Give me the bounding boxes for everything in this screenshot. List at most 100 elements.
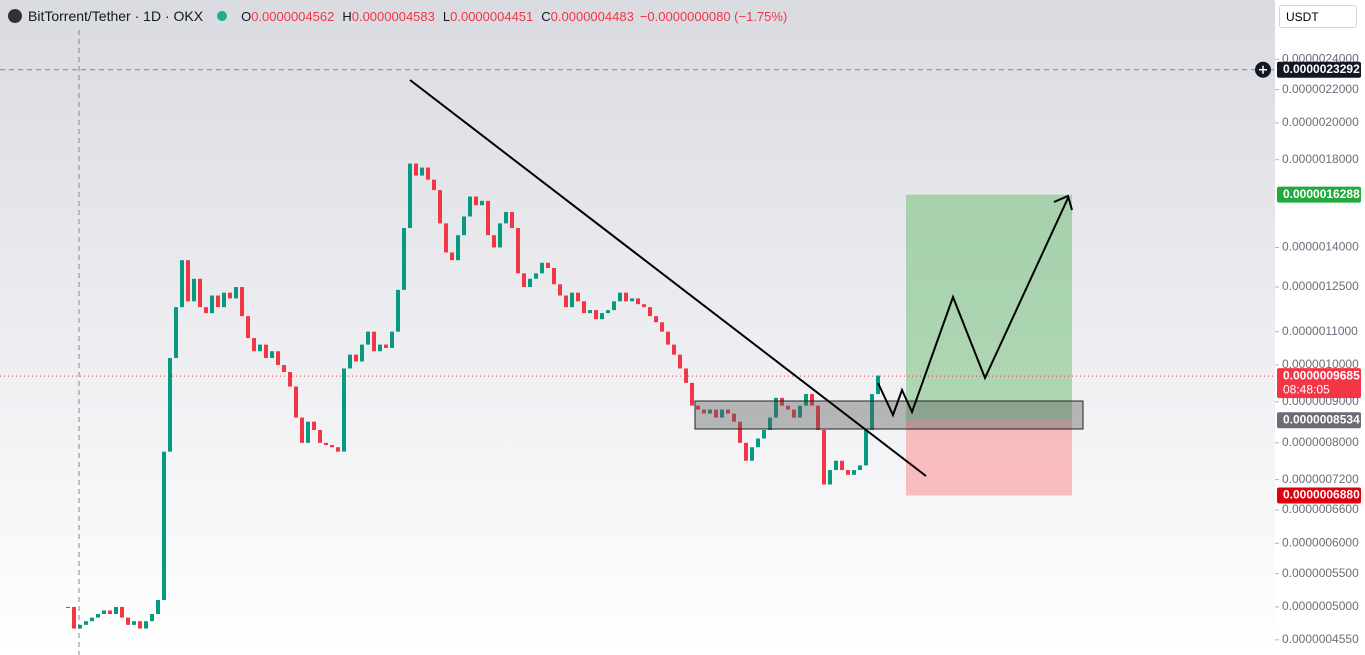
stop-zone (906, 420, 1072, 496)
candle (816, 405, 820, 430)
candle (192, 278, 196, 302)
ohlc-item: L0.0000004451 (443, 9, 533, 24)
candle (564, 295, 568, 308)
price-label: 0.0000006880 (1283, 488, 1360, 502)
ohlc-value: 0.0000004483 (550, 8, 634, 24)
candle (768, 417, 772, 430)
candle (870, 394, 874, 430)
candle (636, 298, 640, 305)
candle (402, 228, 406, 290)
candle (672, 344, 676, 355)
candle (804, 394, 808, 406)
ohlc-key: L (442, 8, 451, 24)
candle (552, 268, 556, 285)
candle (396, 289, 400, 332)
candle (666, 331, 670, 345)
candle (78, 624, 82, 629)
y-tick-label: 0.0000005000 (1282, 599, 1359, 613)
ohlc: O0.0000004562 H0.0000004583 L0.0000004451 C… (241, 9, 634, 24)
candle (528, 278, 532, 288)
candle (606, 310, 610, 314)
candle (288, 371, 292, 387)
candle (144, 621, 148, 629)
candle (276, 351, 280, 365)
y-tick-label: 0.0000005500 (1282, 566, 1359, 580)
candle (426, 167, 430, 180)
candle (498, 223, 502, 248)
ohlc-value: 0.0000004451 (450, 8, 534, 24)
candle (90, 617, 94, 622)
candle (534, 273, 538, 279)
y-tick-label: 0.0000011000 (1282, 324, 1358, 338)
candle (168, 358, 172, 452)
candle (468, 196, 472, 217)
candle (312, 421, 316, 430)
ohlc-key: O (241, 8, 252, 24)
price-label: 0.0000009685 (1283, 368, 1360, 382)
candle (690, 382, 694, 406)
target-zone (906, 194, 1072, 421)
price-label-box (1277, 487, 1361, 504)
currency-select[interactable]: USDT (1279, 5, 1357, 28)
candle (750, 447, 754, 461)
candle (450, 252, 454, 261)
candle (642, 304, 646, 308)
price-label: 0.0000008534 (1283, 412, 1360, 426)
candle (120, 606, 124, 618)
candle (774, 397, 778, 418)
candle (684, 368, 688, 383)
projection-path (877, 197, 1069, 418)
candle (126, 617, 130, 625)
candle (270, 351, 274, 359)
y-tick-label: 0.0000014000 (1282, 240, 1359, 254)
ohlc-value: 0.0000004583 (351, 8, 435, 24)
candle (840, 460, 844, 471)
candle (822, 429, 826, 485)
candle (186, 260, 190, 302)
candle (84, 621, 88, 625)
ohlc-value: 0.0000004562 (251, 8, 335, 24)
candle (246, 316, 250, 339)
candle (582, 301, 586, 314)
symbol[interactable]: BitTorrent/Tether · 1D · OKX (28, 8, 204, 24)
candle (156, 600, 160, 614)
y-tick-label: 0.0000022000 (1282, 82, 1359, 96)
ohlc-item: H0.0000004583 (342, 9, 435, 24)
price-axis (1275, 0, 1365, 655)
candle (858, 465, 862, 471)
y-tick-label: 0.0000008000 (1282, 435, 1359, 449)
candle (138, 621, 142, 629)
candle (264, 344, 268, 359)
price-label-box (1277, 368, 1361, 399)
candle (318, 429, 322, 443)
y-tick-label: 0.0000006600 (1282, 502, 1359, 516)
candle (228, 292, 232, 299)
candle (180, 260, 184, 308)
candle (72, 606, 76, 629)
candle (222, 292, 226, 308)
candle (648, 307, 652, 317)
candle (756, 438, 760, 448)
symbol-icon (8, 9, 22, 23)
y-tick-label: 0.0000010000 (1282, 357, 1359, 371)
candle (540, 262, 544, 274)
candle (252, 338, 256, 352)
ohlc-key: C (541, 8, 551, 24)
candle (102, 610, 106, 614)
candle (372, 331, 376, 352)
candle (846, 470, 850, 475)
candle (612, 301, 616, 311)
ohlc-item: O0.0000004562 (241, 9, 334, 24)
candle (174, 307, 178, 359)
candle (516, 228, 520, 274)
candle (624, 292, 628, 302)
candle (306, 421, 310, 443)
candle (132, 621, 136, 625)
candle (66, 606, 70, 608)
candle (720, 409, 724, 418)
candle (576, 292, 580, 302)
candle (486, 200, 490, 236)
candle (438, 190, 442, 224)
